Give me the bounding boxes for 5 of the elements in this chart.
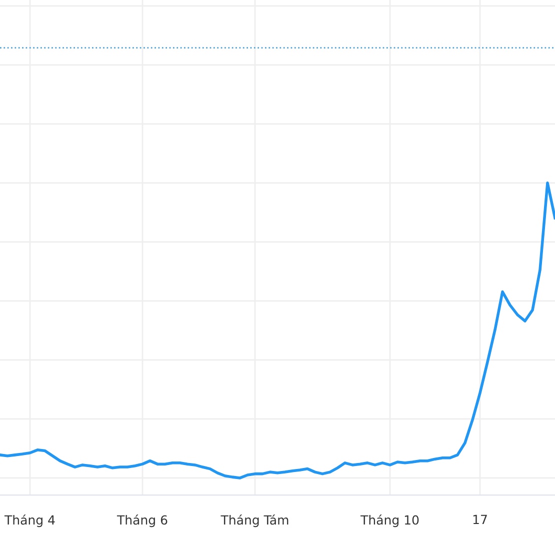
x-tick-label: Tháng 4 [4,514,55,528]
x-tick-label: 17 [473,514,487,524]
x-tick-label: Tháng Tám [220,514,288,528]
x-tick-label: Tháng 6 [116,514,168,528]
x-tick-label: Tháng 10 [360,514,419,528]
